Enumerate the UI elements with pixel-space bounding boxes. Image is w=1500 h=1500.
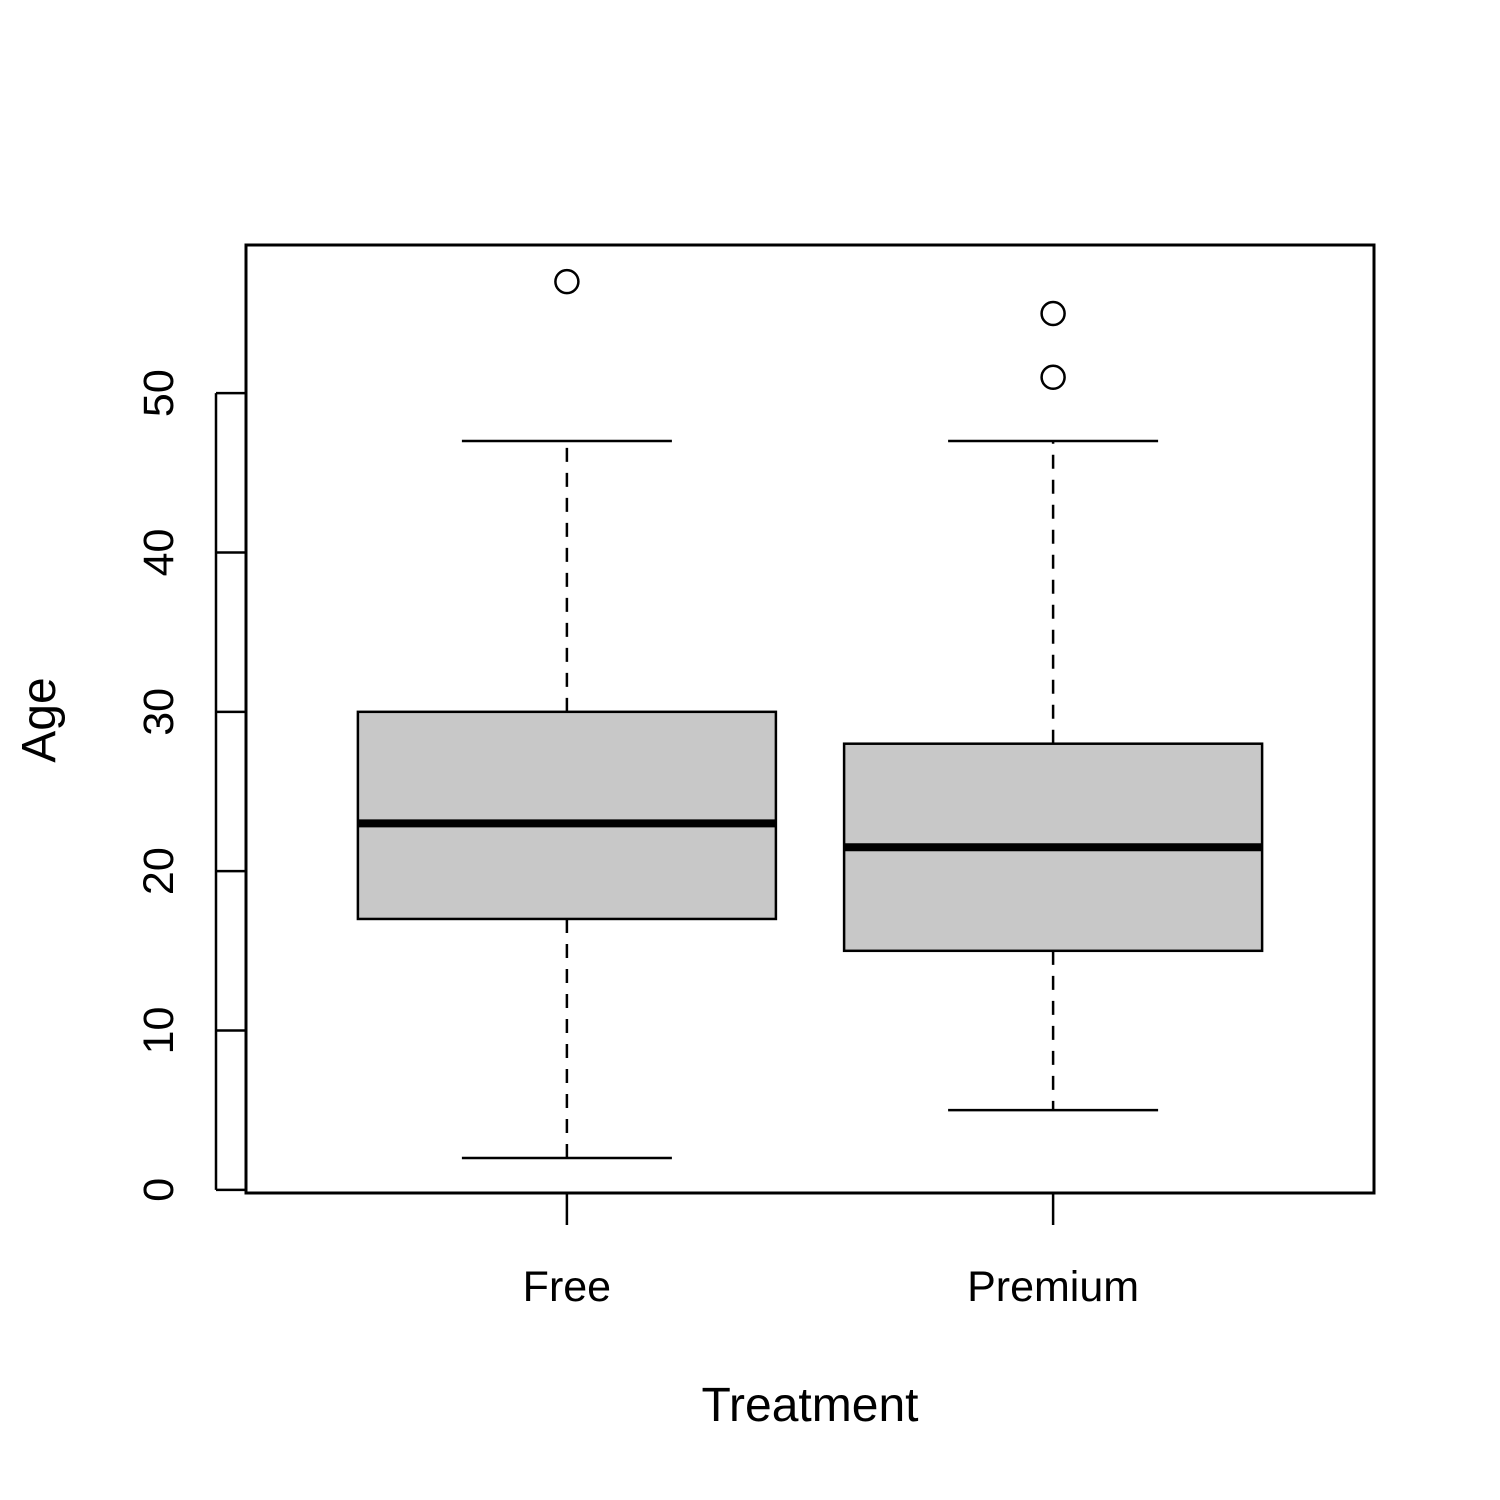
outlier-point-premium-1	[1040, 300, 1066, 327]
plot-frame	[244, 243, 1376, 1195]
boxes-layer	[356, 268, 1264, 1160]
outlier-point-free-0	[554, 268, 580, 295]
iqr-box-free	[356, 710, 778, 921]
y-tick-label-10: 10	[135, 1007, 183, 1055]
box-free	[356, 268, 778, 1160]
y-tick-label-0: 0	[135, 1178, 183, 1202]
y-tick-label-20: 20	[135, 847, 183, 895]
x-axis-title: Treatment	[702, 1379, 919, 1432]
x-axis: Free Premium	[523, 1193, 1139, 1311]
y-axis: 0 10 20 30 40 50	[135, 369, 246, 1202]
x-tick-label-free: Free	[523, 1263, 611, 1311]
y-tick-label-50: 50	[135, 369, 183, 417]
y-tick-label-40: 40	[135, 529, 183, 577]
outlier-point-premium-0	[1040, 364, 1066, 390]
y-axis-title: Age	[13, 677, 66, 762]
box-premium	[842, 300, 1264, 1112]
y-tick-label-30: 30	[135, 688, 183, 736]
x-tick-label-premium: Premium	[967, 1263, 1139, 1311]
